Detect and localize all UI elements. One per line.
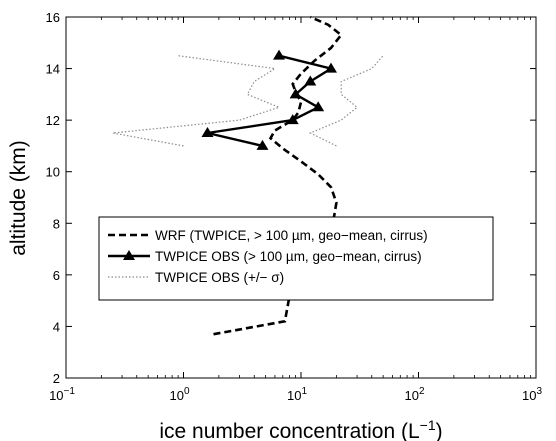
x-axis-label: ice number concentration (L−1) xyxy=(159,417,442,441)
y-tick-label: 14 xyxy=(46,62,60,77)
legend-label-wrf: WRF (TWPICE, > 100 µm, geo−mean, cirrus) xyxy=(155,228,428,243)
y-tick-label: 12 xyxy=(46,113,60,128)
y-tick-label: 16 xyxy=(46,10,60,25)
x-tick-label: 10−1 xyxy=(49,386,75,403)
x-tick-label: 103 xyxy=(522,386,542,403)
y-tick-label: 10 xyxy=(46,165,60,180)
y-tick-label: 6 xyxy=(53,268,60,283)
y-tick-label: 8 xyxy=(53,216,60,231)
ticks-layer: 10−1 100 101 102 103 2 4 6 8 10 12 14 16 xyxy=(46,10,543,403)
x-tick-label: 102 xyxy=(404,386,424,403)
series-obs-point xyxy=(304,75,317,86)
series-obs-point xyxy=(256,139,269,150)
legend-swatch-obs-marker xyxy=(123,250,135,260)
series-obs-point xyxy=(312,101,325,112)
series-obs-point xyxy=(289,88,302,99)
y-tick-label: 4 xyxy=(53,319,60,334)
plot-area xyxy=(66,17,536,378)
legend-label-obs: TWPICE OBS (> 100 µm, geo−mean, cirrus) xyxy=(155,249,422,264)
series-sigma-upper-line xyxy=(308,55,384,147)
y-axis-label: altitude (km) xyxy=(7,140,30,256)
series-obs-point xyxy=(273,49,286,60)
y-tick-label: 2 xyxy=(53,371,60,386)
series-obs-point xyxy=(286,114,299,125)
legend: WRF (TWPICE, > 100 µm, geo−mean, cirrus)… xyxy=(98,216,494,301)
x-tick-label: 101 xyxy=(287,386,307,403)
legend-box xyxy=(98,216,494,301)
series-obs-point xyxy=(201,127,214,138)
legend-label-sigma: TWPICE OBS (+/− σ) xyxy=(155,270,284,285)
series-obs-point xyxy=(324,62,337,73)
x-tick-label: 100 xyxy=(169,386,189,403)
